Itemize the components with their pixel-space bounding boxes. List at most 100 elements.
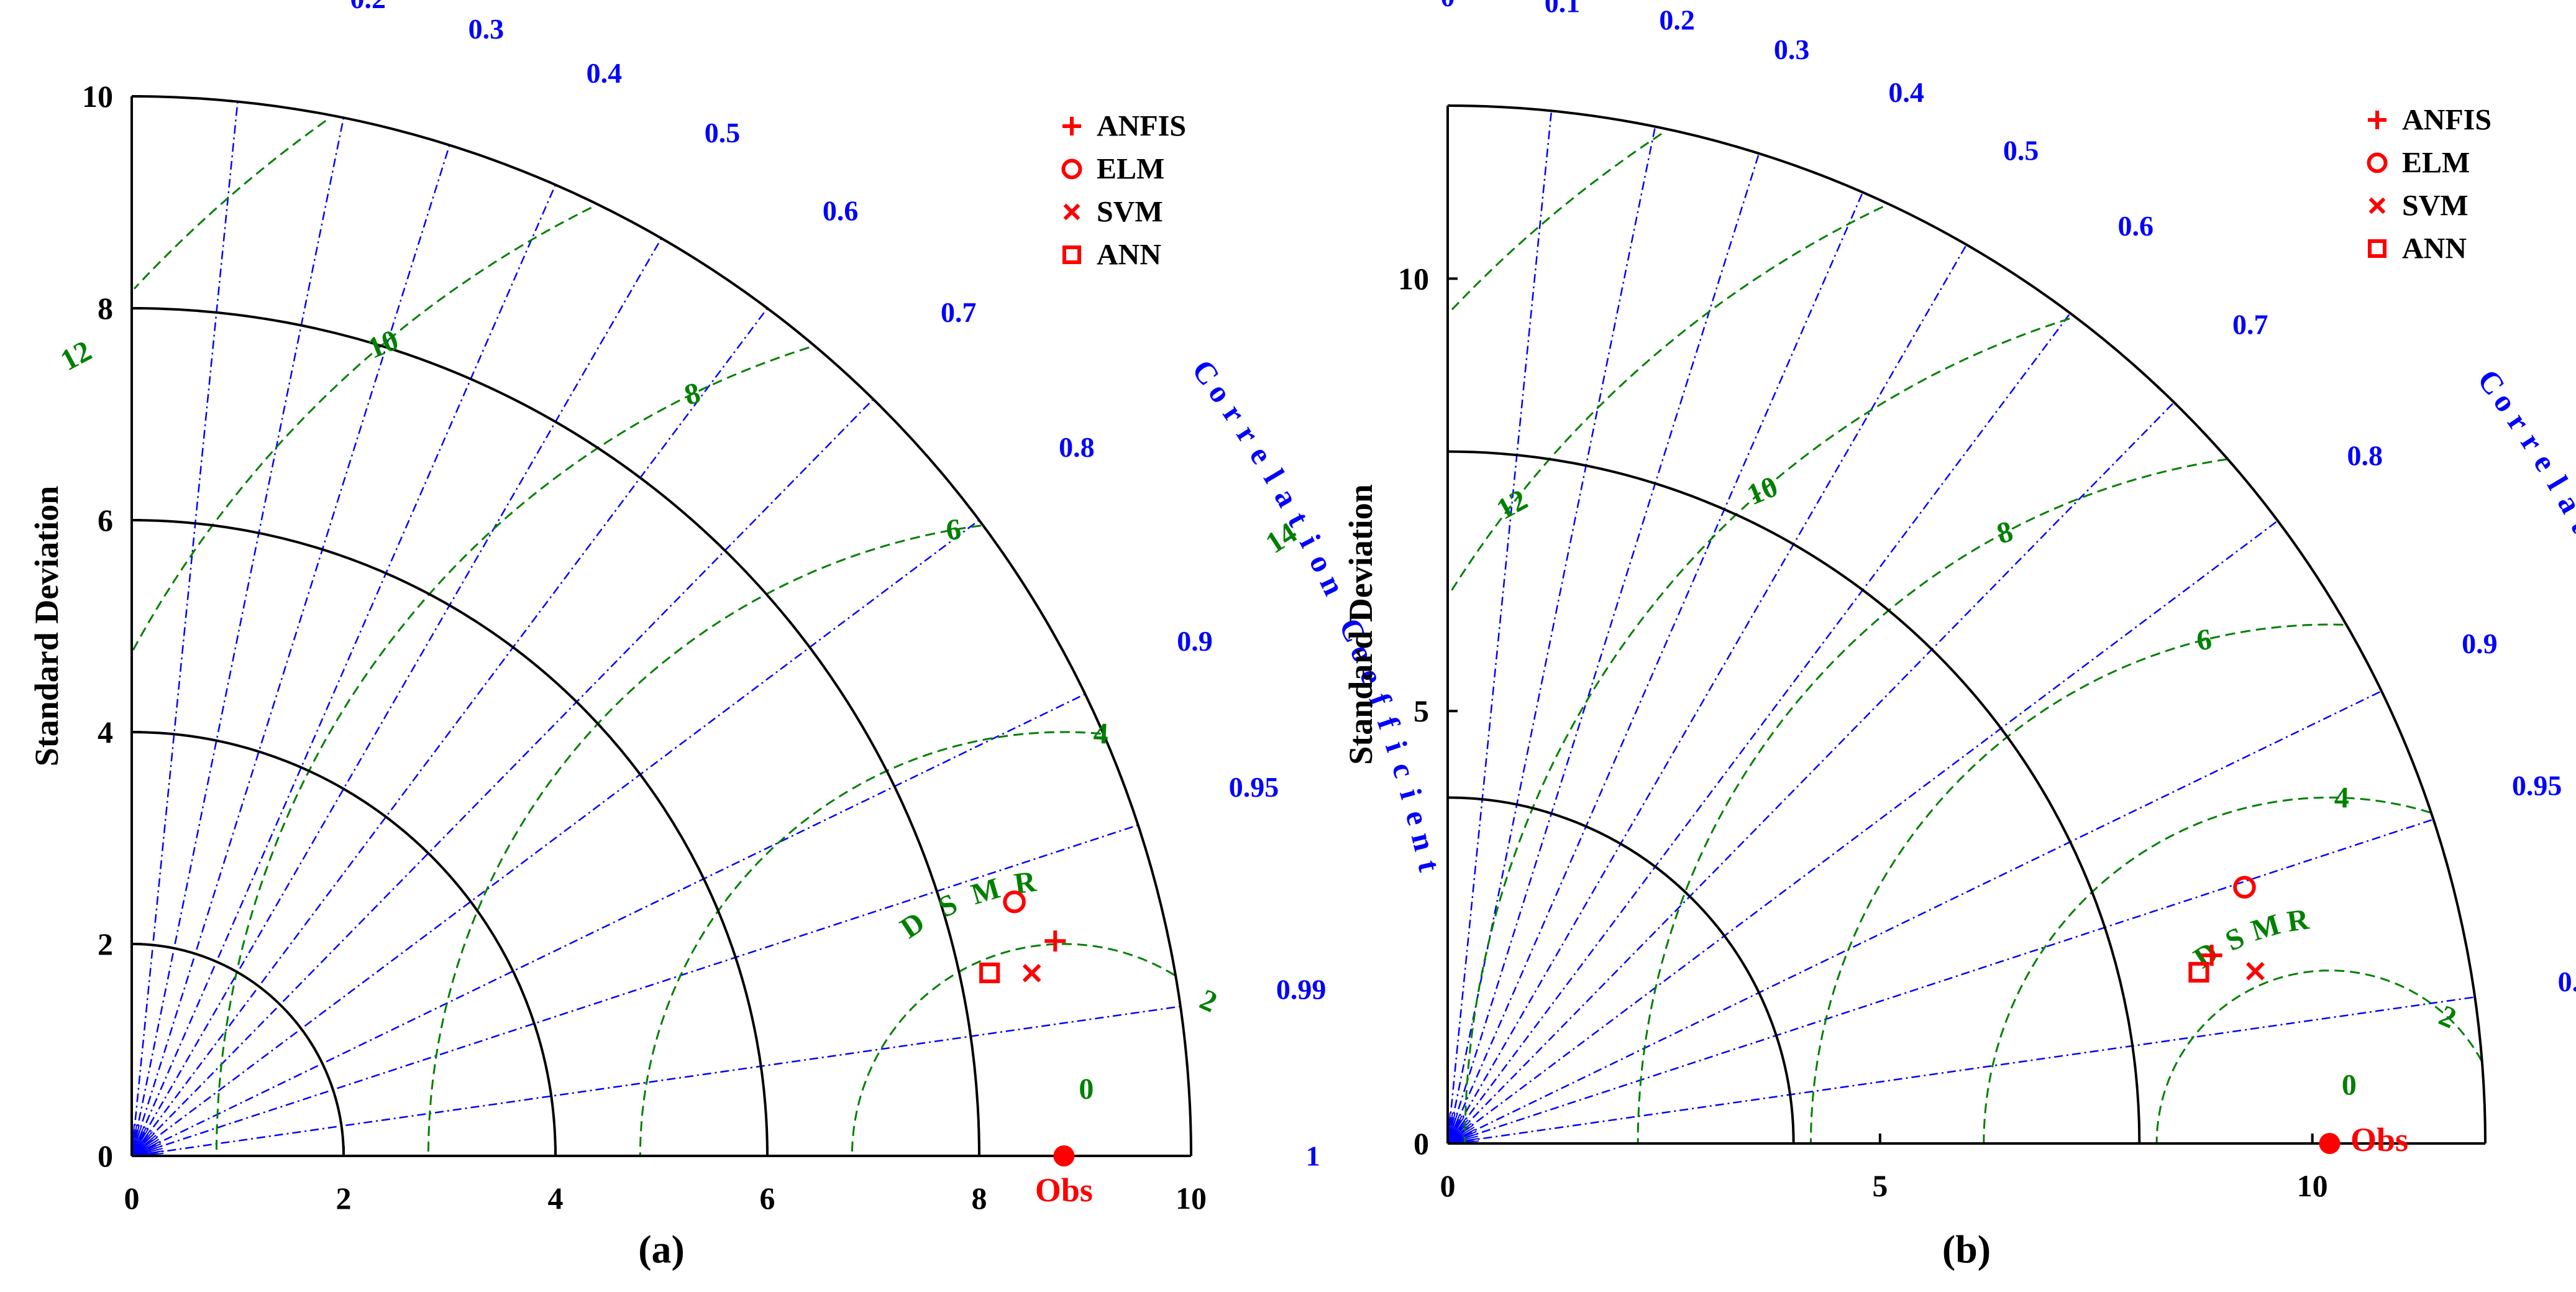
correlation-tick-label: 0.7: [2232, 309, 2268, 341]
correlation-title-char: r: [1230, 418, 1266, 449]
y-tick-label: 0: [1414, 1126, 1429, 1161]
obs-point: [1053, 1145, 1075, 1166]
correlation-title-char: i: [1393, 785, 1429, 803]
correlation-tick-label: 0: [1441, 0, 1455, 12]
legend-label: SVM: [2402, 190, 2469, 222]
rmsd-contour: [639, 731, 1101, 1156]
correlation-ray: [1447, 313, 2071, 1144]
x-tick-label: 10: [2297, 1168, 2328, 1203]
correlation-title-char: o: [1303, 548, 1341, 577]
correlation-tick-label: 0.7: [941, 296, 977, 328]
correlation-title-char: e: [2527, 447, 2564, 477]
correlation-ray: [1447, 690, 2382, 1145]
correlation-tick-label: 0.3: [468, 13, 505, 45]
model-marker-ann: [979, 962, 1000, 984]
correlation-title-char: e: [1243, 439, 1279, 469]
correlation-tick-label: 0.5: [705, 117, 741, 149]
obs-label: Obs: [2350, 1121, 2408, 1158]
rmsd-value-label: 8: [1993, 515, 2016, 550]
panel-caption: (b): [1942, 1227, 1991, 1271]
legend-marker-anfis: [2368, 111, 2386, 129]
correlation-ray: [131, 824, 1139, 1157]
correlation-tick-label: 0.4: [1888, 76, 1924, 108]
rmsd-label-char: S: [2221, 921, 2250, 958]
correlation-title-char: a: [2551, 488, 2576, 518]
correlation-tick-label: 0.2: [1659, 4, 1695, 35]
taylor-panel-a: 0022446688101000.10.20.30.40.50.60.70.80…: [28, 0, 1447, 1271]
y-tick-label: 10: [1398, 261, 1429, 296]
legend-marker-elm: [1061, 158, 1082, 180]
x-tick-label: 6: [760, 1181, 775, 1216]
std-dev-arc: [131, 731, 557, 1157]
legend-label: ANN: [1097, 239, 1161, 272]
correlation-ray: [131, 520, 980, 1157]
taylor-panel-b: 0055101000.10.20.30.40.50.60.70.80.90.95…: [1260, 0, 2576, 1271]
rmsd-value-label: 12: [55, 334, 97, 377]
rmsd-contour: [132, 206, 592, 651]
legend-label: ELM: [1097, 153, 1164, 186]
correlation-ray: [1447, 996, 2475, 1145]
legend-marker-ann: [2368, 239, 2386, 258]
legend-label: SVM: [1097, 196, 1163, 229]
rmsd-value-label: 8: [681, 376, 703, 411]
rmsd-value-label: 2: [2434, 999, 2461, 1035]
correlation-ray: [131, 308, 768, 1157]
correlation-ray: [1446, 126, 1656, 1144]
correlation-tick-label: 0.99: [2558, 966, 2576, 997]
x-tick-label: 5: [1872, 1168, 1888, 1203]
model-marker-elm: [1003, 890, 1026, 914]
correlation-tick-label: 0.5: [2003, 134, 2039, 166]
y-tick-label: 10: [82, 79, 113, 114]
rmsd-value-label: 6: [944, 513, 962, 547]
model-marker-ann: [2188, 961, 2209, 983]
rmsd-label-char: D: [895, 905, 931, 945]
correlation-tick-label: 0.9: [1177, 625, 1213, 657]
correlation-tick-label: 0.8: [1059, 431, 1095, 463]
model-marker-anfis: [1044, 930, 1066, 952]
rmsd-value-label: 4: [1093, 717, 1110, 751]
correlation-tick-label: 0.2: [350, 0, 386, 14]
rmsd-label-char: S: [933, 887, 962, 924]
rmsd-contour: [427, 525, 982, 1156]
rmsd-contour: [2155, 969, 2483, 1143]
rmsd-contour: [215, 346, 810, 1157]
rmsd-value-label: 4: [2334, 781, 2349, 814]
y-tick-label: 5: [1414, 694, 1429, 728]
correlation-ray: [1447, 818, 2434, 1145]
std-dev-arc: [131, 519, 769, 1157]
rmsd-value-label: 10: [1742, 470, 1783, 511]
rmsd-value-label: 12: [1491, 483, 1533, 526]
rmsd-contour: [1464, 318, 2070, 1144]
correlation-ray: [1446, 244, 1968, 1144]
rmsd-label-char: M: [2247, 908, 2283, 948]
y-axis-title: Standard Deviation: [28, 486, 65, 767]
legend-label: ELM: [2402, 147, 2470, 180]
correlation-title-char: l: [1257, 463, 1291, 488]
obs-label: Obs: [1035, 1171, 1093, 1209]
correlation-tick-label: 0.4: [587, 57, 623, 89]
std-dev-arc: [1447, 104, 2487, 1144]
legend-marker-svm: [1063, 203, 1080, 221]
panel-caption: (a): [638, 1227, 685, 1271]
correlation-tick-label: 0.3: [1774, 34, 1810, 65]
rmsd-contour: [1810, 623, 2344, 1143]
y-axis-title: Standard Deviation: [1342, 484, 1379, 765]
std-dev-arc: [131, 95, 1192, 1157]
correlation-ray: [131, 398, 874, 1157]
rmsd-value-label: 0: [1079, 1073, 1094, 1106]
correlation-title-char: a: [1267, 482, 1305, 512]
correlation-ray: [1446, 191, 1864, 1144]
correlation-title-char: r: [2514, 426, 2551, 457]
legend-label: ANFIS: [2402, 104, 2492, 137]
std-dev-arc: [131, 307, 980, 1157]
y-tick-label: 2: [98, 927, 113, 961]
correlation-title-char: l: [2541, 470, 2575, 495]
correlation-ray: [130, 145, 450, 1157]
correlation-ray: [131, 1006, 1181, 1157]
correlation-tick-label: 1: [1306, 1140, 1320, 1172]
rmsd-label-char: R: [2285, 902, 2312, 938]
correlation-tick-label: 0.99: [1276, 973, 1327, 1005]
correlation-ray: [131, 693, 1086, 1157]
legend-marker-anfis: [1062, 117, 1081, 135]
correlation-title-char: c: [1386, 758, 1423, 782]
